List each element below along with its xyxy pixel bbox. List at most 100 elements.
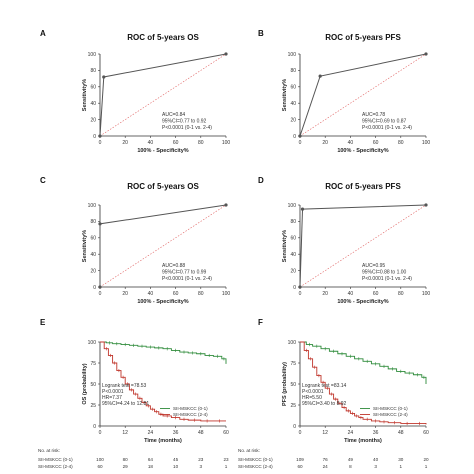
risk-value: 109 <box>296 457 304 462</box>
y-axis-label: Sensitivity% <box>282 230 288 263</box>
y-tick-label: 80 <box>90 219 96 225</box>
roc-point <box>300 207 305 211</box>
risk-value: 1 <box>425 464 428 469</box>
y-tick-label: 25 <box>90 403 96 409</box>
x-tick-label: 0 <box>99 291 102 297</box>
x-axis-label: Time (months) <box>144 438 182 444</box>
y-tick-label: 20 <box>90 117 96 123</box>
y-axis-label: Sensitivity% <box>82 79 88 112</box>
risk-value: 100 <box>96 457 104 462</box>
reference-diagonal <box>299 53 427 137</box>
y-tick-label: 60 <box>290 85 296 91</box>
y-tick-label: 0 <box>93 424 96 430</box>
x-tick-label: 80 <box>198 140 204 146</box>
roc-point <box>298 285 302 289</box>
y-tick-label: 100 <box>288 340 297 346</box>
x-tick-label: 60 <box>373 291 379 297</box>
km-annotation: HR=7.37 <box>102 395 122 401</box>
y-tick-label: 0 <box>93 134 96 140</box>
km-curve-high <box>100 341 226 422</box>
panel-c: C ROC of 5-years OS 0 20 40 60 80 100 0 20 40 60 80 1… <box>40 176 230 305</box>
x-tick-label: 60 <box>423 430 429 436</box>
y-tick-label: 80 <box>90 68 96 74</box>
risk-value: 20 <box>423 457 429 462</box>
x-tick-label: 12 <box>322 430 328 436</box>
x-tick-label: 20 <box>322 140 328 146</box>
x-tick-label: 40 <box>348 291 354 297</box>
x-tick-label: 80 <box>398 291 404 297</box>
km-annotation: Logrank test =78.53 <box>102 383 147 389</box>
legend-label: SII-MSKCC (2-4) <box>173 412 208 417</box>
y-tick-label: 50 <box>90 382 96 388</box>
risk-value: 3 <box>374 464 377 469</box>
y-tick-label: 40 <box>90 101 96 107</box>
risk-row-label: SII-MSKCC (2-4) <box>38 464 73 469</box>
risk-table-title: No. at risk: <box>38 448 60 453</box>
y-tick-label: 100 <box>88 52 97 58</box>
km-curve-low <box>100 341 227 364</box>
x-tick-label: 20 <box>122 291 128 297</box>
panel-a: A ROC of 5-years OS 0 20 40 60 80 100 0 20 40 60 80 1… <box>40 29 230 154</box>
x-tick-label: 60 <box>223 430 229 436</box>
x-tick-label: 100 <box>222 291 231 297</box>
y-tick-label: 0 <box>293 134 296 140</box>
roc-point <box>98 222 102 226</box>
risk-row-label: SII-MSKCC (0-1) <box>238 457 273 462</box>
x-axis-label: Time (months) <box>344 438 382 444</box>
panel-f: F 0 12 24 36 48 60 0 25 50 75 100 Time (months) PFS (… <box>238 318 429 469</box>
y-tick-label: 75 <box>290 361 296 367</box>
x-tick-label: 80 <box>398 140 404 146</box>
y-tick-label: 0 <box>293 424 296 430</box>
x-axis-label: 100% - Specificity% <box>137 299 188 305</box>
y-tick-label: 20 <box>290 268 296 274</box>
km-annotation: P<0.0001 <box>302 389 324 395</box>
risk-value: 1 <box>225 464 228 469</box>
y-tick-label: 100 <box>288 52 297 58</box>
legend-label: SII-MSKCC (0-1) <box>373 406 408 411</box>
roc-annotation: AUC=0.95 <box>362 263 385 269</box>
x-tick-label: 48 <box>198 430 204 436</box>
x-tick-label: 40 <box>148 140 154 146</box>
roc-annotation: AUC=0.78 <box>362 112 385 118</box>
roc-annotation: 95%CI=0.77 to 0.99 <box>162 270 207 276</box>
risk-value: 18 <box>148 464 154 469</box>
roc-point <box>298 134 302 138</box>
legend-label: SII-MSKCC (2-4) <box>373 412 408 417</box>
roc-point <box>98 134 102 138</box>
km-annotation: P<0.0001 <box>102 389 124 395</box>
x-tick-label: 0 <box>299 140 302 146</box>
risk-value: 3 <box>200 464 203 469</box>
y-axis-label: PFS (probability) <box>282 362 288 406</box>
chart-title: ROC of 5-years PFS <box>325 182 401 191</box>
y-tick-label: 75 <box>90 361 96 367</box>
roc-annotation: 95%CI=0.77 to 0.92 <box>162 119 207 125</box>
reference-diagonal <box>99 204 227 288</box>
x-tick-label: 36 <box>173 430 179 436</box>
risk-value: 60 <box>97 464 103 469</box>
km-curve-low <box>300 341 427 384</box>
risk-row-label: SII-MSKCC (0-1) <box>38 457 73 462</box>
y-tick-label: 80 <box>290 68 296 74</box>
y-axis-label: Sensitivity% <box>82 230 88 263</box>
panel-letter: B <box>258 29 264 38</box>
x-tick-label: 24 <box>348 430 354 436</box>
y-tick-label: 50 <box>290 382 296 388</box>
risk-value: 8 <box>349 464 352 469</box>
y-tick-label: 0 <box>293 285 296 291</box>
x-tick-label: 0 <box>99 430 102 436</box>
roc-point <box>102 75 106 79</box>
risk-value: 49 <box>348 457 354 462</box>
y-axis-label: Sensitivity% <box>282 79 288 112</box>
roc-annotation: P<0.0001 (0-1 vs. 2-4) <box>162 276 212 282</box>
x-tick-label: 100 <box>422 140 431 146</box>
risk-value: 45 <box>173 457 179 462</box>
panel-d: D ROC of 5-years PFS 0 20 40 60 80 100 0 20 40 60 80… <box>258 176 430 305</box>
y-tick-label: 100 <box>288 203 297 209</box>
y-axis-label: OS (probability) <box>82 363 88 404</box>
panel-letter: C <box>40 176 46 185</box>
x-tick-label: 20 <box>322 291 328 297</box>
x-tick-label: 36 <box>373 430 379 436</box>
roc-point <box>224 52 228 56</box>
y-tick-label: 60 <box>90 236 96 242</box>
